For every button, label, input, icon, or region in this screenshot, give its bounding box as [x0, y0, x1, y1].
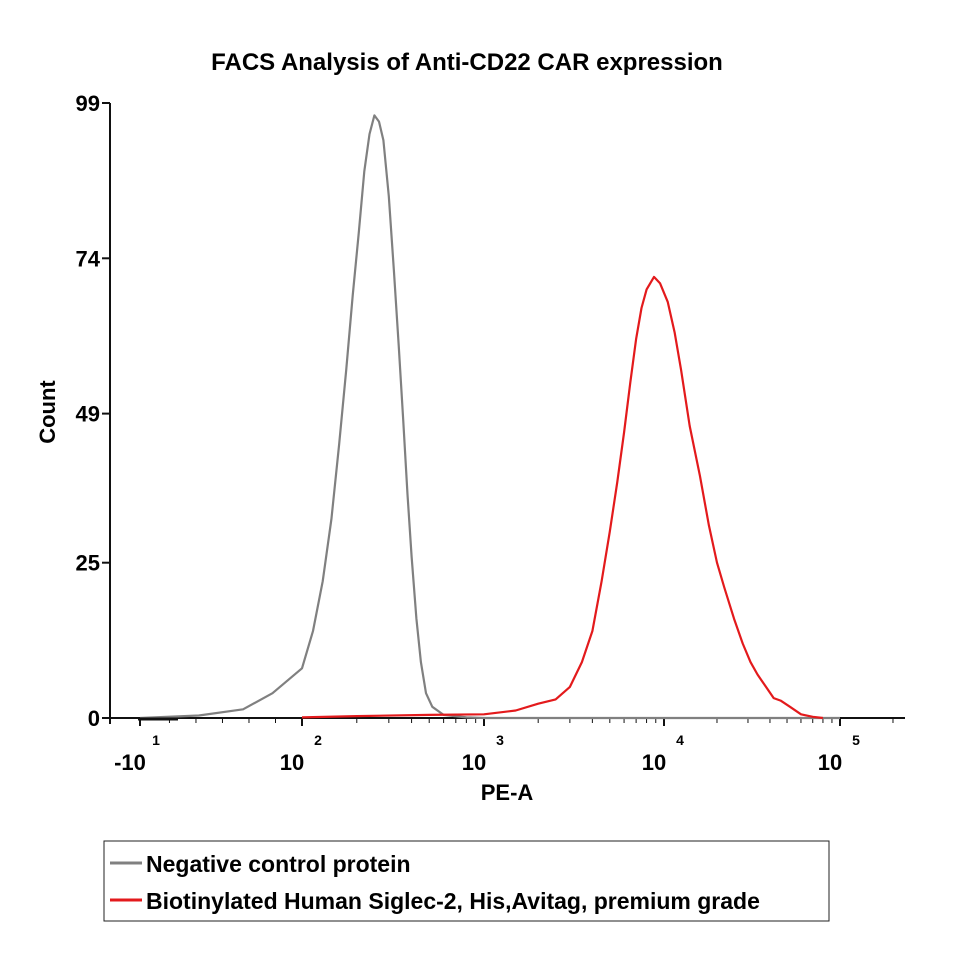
legend: Negative control protein Biotinylated Hu…	[103, 840, 830, 922]
x-tick-exponent-1: 2	[314, 732, 322, 748]
y-tick-label-1: 25	[76, 551, 100, 576]
series-line-1	[301, 275, 824, 720]
y-axis-label: Count	[35, 380, 60, 444]
x-tick-exponent-3: 4	[676, 732, 684, 748]
x-axis-label: PE-A	[481, 780, 534, 805]
y-tick-label-4: 99	[76, 91, 100, 116]
x-tick-label-3: 10	[642, 750, 666, 775]
chart-title: FACS Analysis of Anti-CD22 CAR expressio…	[211, 49, 723, 76]
legend-label-siglec2: Biotinylated Human Siglec-2, His,Avitag,…	[146, 888, 760, 914]
plot-area: 0 25 49 74 99 -10 1 10 2 10 3 10 4 10 5	[76, 91, 905, 775]
y-tick-label-0: 0	[88, 706, 100, 731]
x-tick-label-0: -10	[114, 750, 146, 775]
legend-box	[103, 840, 830, 922]
x-tick-label-1: 10	[280, 750, 304, 775]
y-tick-label-2: 49	[76, 402, 100, 427]
x-tick-exponent-4: 5	[852, 732, 860, 748]
x-tick-label-2: 10	[462, 750, 486, 775]
legend-label-negative: Negative control protein	[146, 851, 411, 877]
x-tick-exponent-2: 3	[496, 732, 504, 748]
x-tick-exponent-0: 1	[152, 732, 160, 748]
series-line-0	[139, 114, 840, 720]
y-tick-label-3: 74	[76, 246, 101, 271]
x-tick-label-4: 10	[818, 750, 842, 775]
